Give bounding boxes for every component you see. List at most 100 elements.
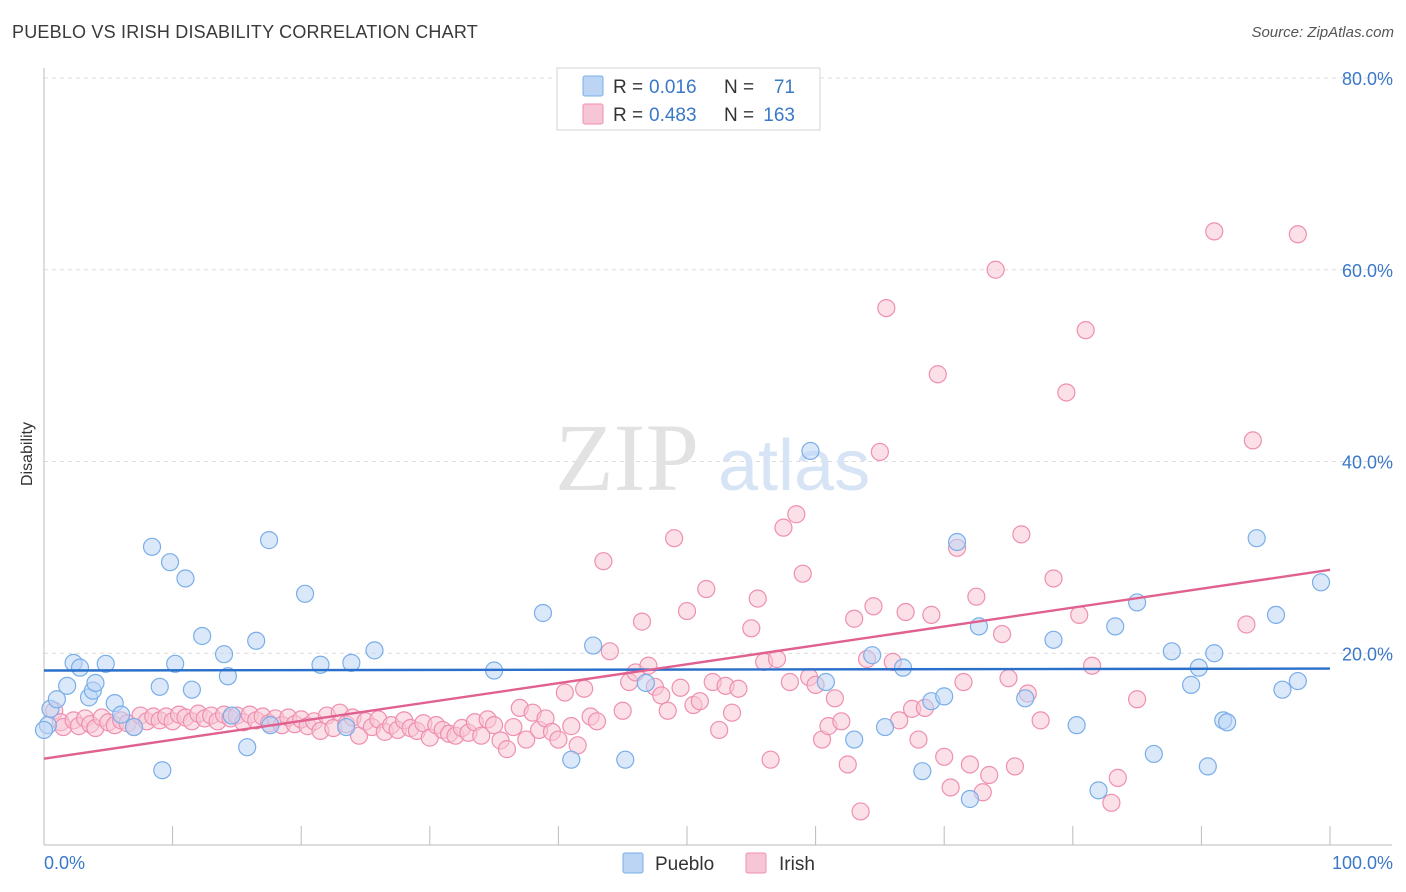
pueblo-point — [58, 676, 77, 695]
irish-point — [1076, 321, 1095, 340]
pueblo-point — [1288, 671, 1307, 691]
pueblo-point — [47, 690, 66, 709]
watermark-zip: ZIP — [555, 404, 699, 511]
bottom-legend-label: Irish — [779, 854, 815, 875]
irish-point — [832, 712, 851, 731]
irish-point — [1012, 525, 1031, 544]
pueblo-point — [816, 672, 835, 692]
pueblo-point — [112, 705, 131, 724]
pueblo-point — [70, 658, 90, 677]
legend-r-label: R = — [613, 77, 643, 98]
irish-point — [870, 442, 890, 462]
irish-point — [1237, 615, 1256, 634]
irish-point — [1031, 711, 1050, 730]
irish-point — [896, 602, 915, 622]
pueblo-point — [1144, 744, 1163, 764]
pueblo-point — [160, 553, 180, 572]
pueblo-trend-line — [43, 667, 1331, 672]
irish-point — [774, 518, 793, 537]
pueblo-point — [222, 706, 241, 725]
pueblo-point — [86, 673, 105, 693]
irish-point — [722, 703, 742, 722]
pueblo-point — [1162, 642, 1181, 661]
irish-point — [838, 755, 857, 774]
irish-point — [980, 765, 999, 785]
irish-point — [742, 619, 761, 638]
irish-point — [825, 689, 844, 708]
pueblo-point — [337, 717, 356, 737]
pueblo-point — [533, 603, 553, 623]
pueblo-point — [1218, 713, 1237, 732]
pueblo-point — [259, 531, 279, 550]
irish-point — [587, 712, 607, 731]
bottom-legend: Pueblo Irish — [622, 852, 815, 875]
pueblo-point — [193, 626, 212, 646]
pueblo-point — [875, 717, 895, 737]
irish-point — [1057, 383, 1076, 402]
pueblo-point — [1182, 675, 1201, 694]
irish-point — [935, 747, 954, 766]
y-tick-label: 80.0% — [1342, 69, 1393, 89]
pueblo-point — [247, 631, 266, 650]
watermark: ZIP atlas — [555, 404, 870, 511]
irish-point — [729, 679, 748, 698]
irish-point — [485, 716, 504, 735]
pueblo-point — [238, 738, 257, 757]
trend-lines — [43, 568, 1331, 760]
pueblo-point — [947, 532, 967, 552]
irish-point — [1108, 768, 1127, 787]
pueblo-point — [1247, 529, 1266, 548]
irish-point — [1005, 757, 1025, 776]
irish-point — [613, 701, 632, 720]
chart-title: PUEBLO VS IRISH DISABILITY CORRELATION C… — [12, 22, 478, 42]
pueblo-point — [142, 537, 162, 556]
pueblo-point — [1311, 573, 1331, 592]
legend-r-value: 0.016 — [649, 77, 697, 98]
irish-point — [851, 802, 870, 821]
legend-n-value: 71 — [774, 77, 795, 98]
irish-point — [787, 505, 806, 524]
pueblo-point — [214, 645, 234, 664]
irish-point — [472, 726, 491, 745]
irish-point — [922, 605, 941, 625]
pueblo-points — [34, 441, 1331, 809]
irish-point — [864, 597, 883, 616]
pueblo-point — [1106, 617, 1125, 636]
irish-point — [761, 750, 780, 769]
pueblo-point — [182, 680, 201, 699]
irish-trend-line — [43, 568, 1331, 760]
irish-point — [793, 564, 812, 583]
irish-point — [600, 642, 619, 661]
irish-point — [652, 686, 671, 705]
legend-n-label: N = — [724, 77, 754, 98]
irish-point — [677, 601, 697, 621]
irish-point — [992, 624, 1012, 644]
bottom-legend-label: Pueblo — [655, 854, 714, 875]
irish-point — [504, 717, 523, 737]
irish-point — [710, 720, 729, 740]
tick-labels: 20.0% 40.0% 60.0% 80.0% 0.0% 100.0% — [44, 69, 1393, 873]
irish-point — [780, 672, 799, 692]
axes — [43, 68, 1392, 846]
irish-point — [632, 612, 652, 631]
pueblo-point — [96, 654, 115, 673]
irish-point — [1044, 569, 1063, 588]
pueblo-point — [1067, 716, 1086, 735]
irish-point — [1070, 605, 1089, 625]
bottom-legend-swatch-1 — [745, 852, 767, 874]
irish-point — [555, 683, 574, 702]
legend-n-label: N = — [724, 105, 754, 126]
irish-point — [909, 730, 928, 749]
x-tick-label-min: 0.0% — [44, 853, 85, 873]
pueblo-point — [863, 646, 882, 665]
legend-swatch-0 — [582, 75, 604, 97]
pueblo-point — [801, 441, 820, 461]
pueblo-point — [913, 762, 932, 781]
pueblo-point — [166, 654, 185, 673]
pueblo-point — [1205, 644, 1224, 663]
legend-swatch-1 — [582, 103, 604, 125]
pueblo-point — [1198, 757, 1217, 776]
irish-point — [954, 672, 973, 692]
irish-point — [748, 589, 767, 608]
